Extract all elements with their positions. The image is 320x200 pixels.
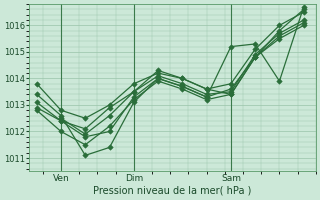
X-axis label: Pression niveau de la mer( hPa ): Pression niveau de la mer( hPa ): [93, 186, 252, 196]
